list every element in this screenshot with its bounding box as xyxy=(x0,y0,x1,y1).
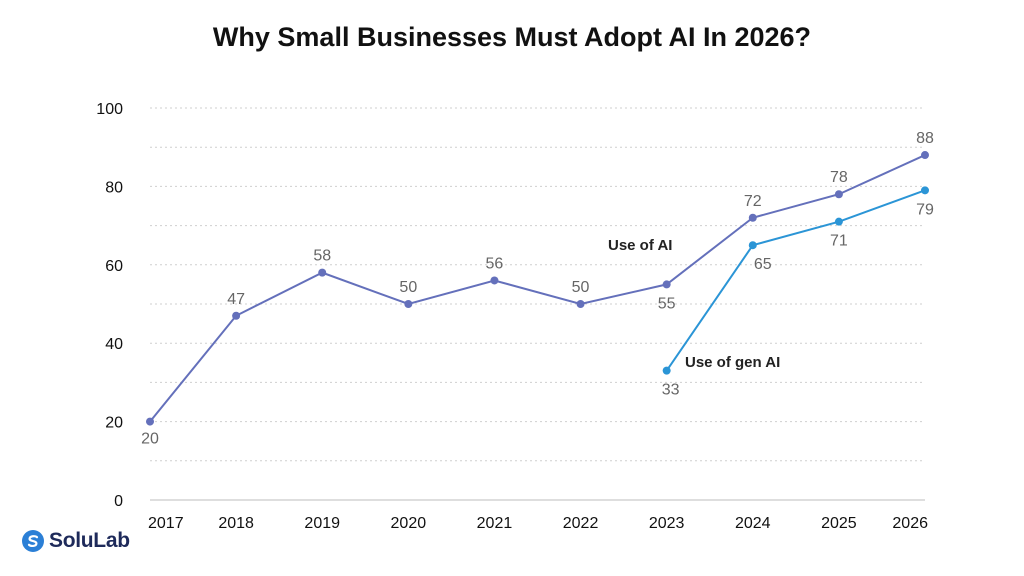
data-point xyxy=(146,417,154,426)
data-label: 65 xyxy=(754,256,772,273)
y-tick-label: 60 xyxy=(105,258,123,275)
x-tick-label: 2018 xyxy=(218,515,254,532)
x-tick-label: 2025 xyxy=(821,515,857,532)
data-label: 50 xyxy=(399,279,417,296)
data-label: 33 xyxy=(662,382,680,399)
x-tick-label: 2020 xyxy=(391,515,427,532)
data-label: 50 xyxy=(572,279,590,296)
data-point xyxy=(576,300,585,308)
series-group xyxy=(146,151,929,426)
data-label: 55 xyxy=(658,295,676,312)
data-label: 47 xyxy=(227,291,245,308)
series-label-ai: Use of AI xyxy=(608,237,672,254)
data-point xyxy=(318,268,327,277)
y-axis-ticks: 0 20 40 60 80 100 xyxy=(96,101,123,510)
series-line-ai xyxy=(149,154,926,423)
y-tick-label: 100 xyxy=(96,101,123,118)
series-line-gen-ai xyxy=(665,189,926,372)
data-point xyxy=(834,217,843,226)
data-point xyxy=(834,190,843,199)
data-point xyxy=(662,280,671,289)
x-tick-label: 2021 xyxy=(477,515,513,532)
data-point xyxy=(490,276,499,285)
data-point xyxy=(748,213,757,222)
x-axis-ticks: 2017 2018 2019 2020 2021 2022 2023 2024 2025 2026 xyxy=(148,515,928,532)
data-point xyxy=(921,151,929,160)
grid-lines xyxy=(150,107,925,501)
y-tick-label: 20 xyxy=(105,415,123,432)
x-tick-label: 2017 xyxy=(148,515,184,532)
data-labels: 20 47 58 50 56 50 55 72 78 88 33 65 71 79 Use of AI Use… xyxy=(141,130,934,448)
series-label-gen-ai: Use of gen AI xyxy=(685,354,780,371)
brand-logo: SoluLab xyxy=(22,528,130,554)
brand-name: SoluLab xyxy=(49,529,130,552)
solulab-logo-icon xyxy=(22,530,44,552)
data-point xyxy=(404,300,413,308)
data-label: 71 xyxy=(830,233,848,250)
x-tick-label: 2019 xyxy=(304,515,340,532)
chart-title: Why Small Businesses Must Adopt AI In 20… xyxy=(212,22,812,52)
y-tick-label: 40 xyxy=(105,336,123,353)
data-point xyxy=(232,311,241,320)
x-tick-label: 2026 xyxy=(892,515,928,532)
data-label: 58 xyxy=(313,248,331,265)
data-point xyxy=(662,366,671,375)
data-label: 20 xyxy=(141,431,159,448)
data-label: 88 xyxy=(916,130,934,147)
data-point xyxy=(921,186,929,195)
data-label: 79 xyxy=(916,201,934,218)
x-tick-label: 2024 xyxy=(735,515,771,532)
data-point xyxy=(748,241,757,250)
x-tick-label: 2022 xyxy=(563,515,599,532)
data-label: 56 xyxy=(486,255,504,272)
y-tick-label: 0 xyxy=(114,493,123,510)
data-label: 78 xyxy=(830,169,848,186)
y-tick-label: 80 xyxy=(105,179,123,196)
data-label: 72 xyxy=(744,193,762,210)
x-tick-label: 2023 xyxy=(649,515,685,532)
